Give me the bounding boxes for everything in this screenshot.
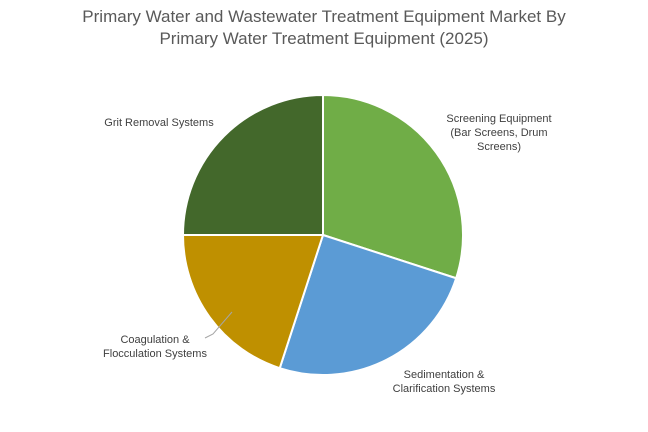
data-label-coagulation-flocculation-line-1: Coagulation & — [120, 334, 190, 346]
data-label-screening-equipment-line-1: Screening Equipment — [446, 113, 551, 125]
data-label-sedimentation-clarification-line-1: Sedimentation & — [404, 369, 485, 381]
data-label-sedimentation-clarification-line-2: Clarification Systems — [393, 383, 496, 395]
data-label-screening-equipment-line-3: Screens) — [477, 141, 521, 153]
chart-title-line-2: Primary Water Treatment Equipment (2025) — [159, 29, 489, 48]
data-label-coagulation-flocculation: Coagulation & Flocculation Systems — [103, 334, 207, 360]
chart-title-line-1: Primary Water and Wastewater Treatment E… — [82, 7, 566, 26]
data-label-screening-equipment-line-2: (Bar Screens, Drum — [450, 127, 547, 139]
pie-slice-coagulation-flocculation — [182, 234, 324, 370]
data-label-screening-equipment: Screening Equipment (Bar Screens, Drum Scr… — [446, 113, 551, 153]
pie-slice-screening-equipment — [322, 94, 464, 280]
pie-slice-grit-removal — [182, 94, 324, 236]
data-label-grit-removal: Grit Removal Systems — [104, 117, 214, 129]
pie-slice-sedimentation-clarification — [278, 234, 458, 376]
leader-line-coagulation-flocculation — [204, 311, 233, 339]
data-label-coagulation-flocculation-line-2: Flocculation Systems — [103, 348, 207, 360]
chart-title: Primary Water and Wastewater Treatment E… — [0, 6, 648, 50]
data-label-grit-removal-line-1: Grit Removal Systems — [104, 117, 214, 129]
data-label-sedimentation-clarification: Sedimentation & Clarification Systems — [393, 369, 496, 395]
